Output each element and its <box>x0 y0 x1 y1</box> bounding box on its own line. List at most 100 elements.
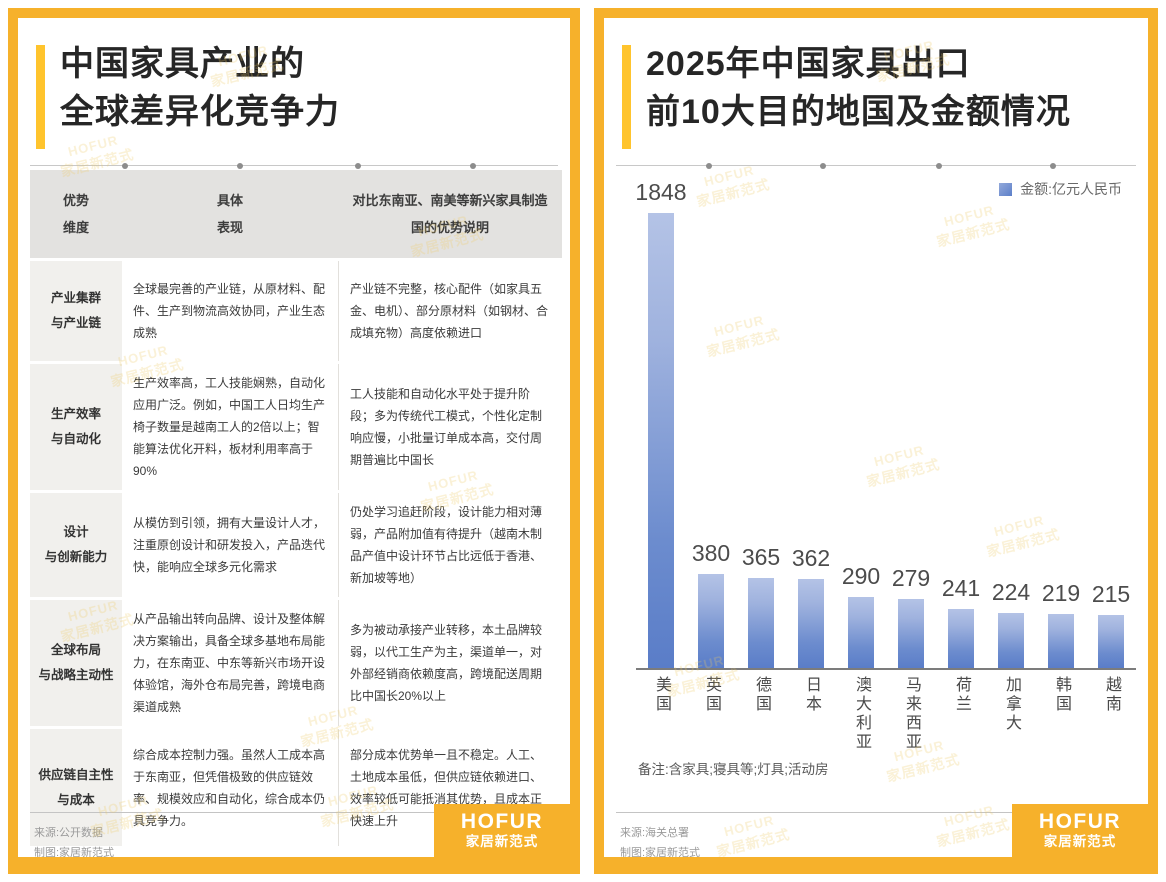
axis-category-cell: 德国 <box>736 676 786 752</box>
export-bar-chart: 1848 380 365 362 290 279 241 224 219 215 <box>635 179 1136 670</box>
chart-legend: 金额:亿元人民币 <box>999 179 1122 199</box>
axis-category-label: 美国 <box>653 676 670 714</box>
right-source-line: 来源:海关总署 <box>620 827 690 839</box>
bar-value-label: 362 <box>791 545 831 571</box>
header-specific: 具体 表现 <box>122 170 338 258</box>
dimension-cell: 供应链自主性 与成本 <box>30 729 122 846</box>
right-title-line1: 2025年中国家具出口 <box>646 45 971 83</box>
divider-dot <box>1049 162 1056 169</box>
bar-value-label: 215 <box>1091 581 1131 607</box>
divider-dot <box>470 162 477 169</box>
bar-slot: 224 <box>986 188 1036 668</box>
axis-category-cell: 韩国 <box>1036 676 1086 752</box>
left-panel: 中国家具产业的 全球差异化竞争力 优势 维度 具体 表现 对比东南亚、南美等新兴… <box>8 8 580 874</box>
bar-slot: 1848 <box>635 179 687 668</box>
table-row: 产业集群 与产业链 全球最完善的产业链，从原材料、配件、生产到物流高效协同，产业生态… <box>30 261 562 361</box>
dimension-cell: 设计 与创新能力 <box>30 493 122 597</box>
axis-category-label: 韩国 <box>1053 676 1070 714</box>
left-title-line1: 中国家具产业的 <box>60 45 305 83</box>
badge-brand-text: HOFUR <box>460 810 544 833</box>
divider-dot <box>121 162 128 169</box>
axis-category-label: 马来西亚 <box>903 676 920 752</box>
bar-value-label: 380 <box>691 540 731 566</box>
legend-swatch-icon <box>999 182 1013 196</box>
left-source-text: 来源:公开数据 制图:家居新范式 <box>34 823 115 859</box>
bar-value-label: 279 <box>891 565 931 591</box>
badge-sub-text: 家居新范式 <box>1043 834 1117 849</box>
dimension-cell: 全球布局与战略主动性 <box>30 600 122 726</box>
bar <box>1048 614 1074 668</box>
bar-slot: 362 <box>786 188 836 668</box>
right-panel-title: 2025年中国家具出口 前10大目的地国及金额情况 <box>646 40 1071 149</box>
brand-watermark: HOFUR 家居新范式 <box>931 799 1012 851</box>
bar <box>848 597 874 668</box>
bar-value-label: 1848 <box>635 179 687 205</box>
table-row: 供应链自主性 与成本 综合成本控制力强。虽然人工成本高于东南亚，但凭借极致的供应链效… <box>30 729 562 846</box>
header-comparison-text: 对比东南亚、南美等新兴家具制造国的优势说明 <box>352 193 548 235</box>
divider-dot <box>706 162 713 169</box>
header-dimension-line1: 优势 <box>62 193 89 208</box>
dimension-line: 与自动化 <box>50 432 101 446</box>
bar <box>998 613 1024 668</box>
comparison-cell: 多为被动承接产业转移，本土品牌较弱，以代工生产为主，渠道单一，对外部经销商依赖度… <box>338 600 562 726</box>
header-specific-line1: 具体 <box>216 193 243 208</box>
bar-value-label: 241 <box>941 575 981 601</box>
footer-divider <box>30 812 558 813</box>
axis-category-cell: 加拿大 <box>986 676 1036 752</box>
axis-category-cell: 马来西亚 <box>886 676 936 752</box>
dimension-line: 与创新能力 <box>44 550 108 564</box>
bar-value-label: 224 <box>991 579 1031 605</box>
right-title-line2: 前10大目的地国及金额情况 <box>646 93 1071 131</box>
dimension-line: 生产效率 <box>50 407 101 421</box>
watermark-name-text: 家居新范式 <box>884 750 962 785</box>
axis-category-label: 越南 <box>1103 676 1120 714</box>
axis-category-cell: 日本 <box>786 676 836 752</box>
axis-category-label: 英国 <box>703 676 720 714</box>
comparison-cell: 工人技能和自动化水平处于提升阶段；多为传统代工模式，个性化定制响应慢，小批量订单… <box>338 364 562 490</box>
bar-slot: 380 <box>686 188 736 668</box>
watermark-brand-text: HOFUR <box>722 812 776 840</box>
comparison-cell: 产业链不完整，核心配件（如家具五金、电机）、部分原材料（如钢材、合成填充物）高度… <box>338 261 562 361</box>
bar <box>748 578 774 668</box>
divider-dot <box>819 162 826 169</box>
bar <box>1098 615 1124 668</box>
watermark-name-text: 家居新范式 <box>934 815 1012 850</box>
axis-category-cell: 英国 <box>686 676 736 752</box>
title-divider <box>616 162 1136 169</box>
chart-x-axis-labels: 美国 英国 德国 日本 澳大利亚 马来西亚 荷兰 加拿大 韩国 越南 <box>636 676 1136 752</box>
header-dimension-line2: 维度 <box>62 220 89 235</box>
axis-category-label: 日本 <box>803 676 820 714</box>
left-title-block: 中国家具产业的 全球差异化竞争力 <box>36 40 340 149</box>
axis-category-label: 德国 <box>753 676 770 714</box>
comparison-cell: 仍处学习追赶阶段，设计能力相对薄弱，产品附加值有待提升（越南木制品产值中设计环节… <box>338 493 562 597</box>
left-panel-title: 中国家具产业的 全球差异化竞争力 <box>60 40 340 149</box>
dimension-line: 全球布局 <box>50 643 101 657</box>
left-credit-line: 制图:家居新范式 <box>34 847 115 859</box>
dimension-line: 供应链自主性 <box>38 767 114 782</box>
divider-dot <box>236 162 243 169</box>
dimension-line: 与战略主动性 <box>38 668 114 682</box>
specific-cell: 生产效率高，工人技能娴熟，自动化应用广泛。例如，中国工人日均生产椅子数量是越南工… <box>122 364 338 490</box>
table-row: 设计 与创新能力 从模仿到引领，拥有大量设计人才，注重原创设计和研发投入，产品迭代快… <box>30 493 562 597</box>
brand-watermark: HOFUR 家居新范式 <box>711 809 792 857</box>
right-source-text: 来源:海关总署 制图:家居新范式 <box>620 823 700 857</box>
badge-brand-text: HOFUR <box>1038 810 1122 833</box>
bar <box>698 574 724 668</box>
bar-slot: 215 <box>1086 188 1136 668</box>
left-source-line: 来源:公开数据 <box>34 827 104 839</box>
badge-sub-text: 家居新范式 <box>465 834 539 849</box>
title-accent-bar <box>36 45 45 149</box>
bar <box>898 599 924 668</box>
legend-label: 金额:亿元人民币 <box>1020 181 1122 197</box>
header-specific-line2: 表现 <box>216 220 243 235</box>
header-dimension: 优势 维度 <box>30 170 122 258</box>
bar-slot: 241 <box>936 188 986 668</box>
bar-value-label: 219 <box>1041 580 1081 606</box>
axis-category-cell: 越南 <box>1086 676 1136 752</box>
dimension-line: 与产业链 <box>50 316 101 330</box>
table-header-row: 优势 维度 具体 表现 对比东南亚、南美等新兴家具制造国的优势说明 <box>30 170 562 258</box>
competitiveness-table: 优势 维度 具体 表现 对比东南亚、南美等新兴家具制造国的优势说明 产业集群 与产… <box>30 170 562 846</box>
bar-slot: 219 <box>1036 188 1086 668</box>
left-title-line2: 全球差异化竞争力 <box>60 93 340 131</box>
bar <box>948 609 974 668</box>
